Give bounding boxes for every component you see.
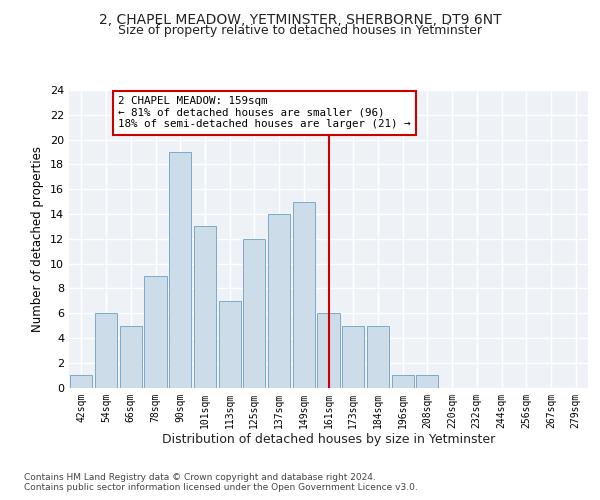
Bar	[416, 375, 439, 388]
Bar	[268, 214, 290, 388]
Bar	[169, 152, 191, 388]
Bar	[243, 239, 265, 388]
Text: Distribution of detached houses by size in Yetminster: Distribution of detached houses by size …	[162, 432, 496, 446]
Bar	[95, 313, 117, 388]
Bar	[218, 300, 241, 388]
Bar	[317, 313, 340, 388]
Text: Contains HM Land Registry data © Crown copyright and database right 2024.
Contai: Contains HM Land Registry data © Crown c…	[24, 472, 418, 492]
Text: Size of property relative to detached houses in Yetminster: Size of property relative to detached ho…	[118, 24, 482, 37]
Text: 2 CHAPEL MEADOW: 159sqm
← 81% of detached houses are smaller (96)
18% of semi-de: 2 CHAPEL MEADOW: 159sqm ← 81% of detache…	[118, 96, 411, 130]
Text: 2, CHAPEL MEADOW, YETMINSTER, SHERBORNE, DT9 6NT: 2, CHAPEL MEADOW, YETMINSTER, SHERBORNE,…	[98, 12, 502, 26]
Y-axis label: Number of detached properties: Number of detached properties	[31, 146, 44, 332]
Bar	[194, 226, 216, 388]
Bar	[342, 326, 364, 388]
Bar	[392, 375, 414, 388]
Bar	[293, 202, 315, 388]
Bar	[119, 326, 142, 388]
Bar	[367, 326, 389, 388]
Bar	[145, 276, 167, 388]
Bar	[70, 375, 92, 388]
